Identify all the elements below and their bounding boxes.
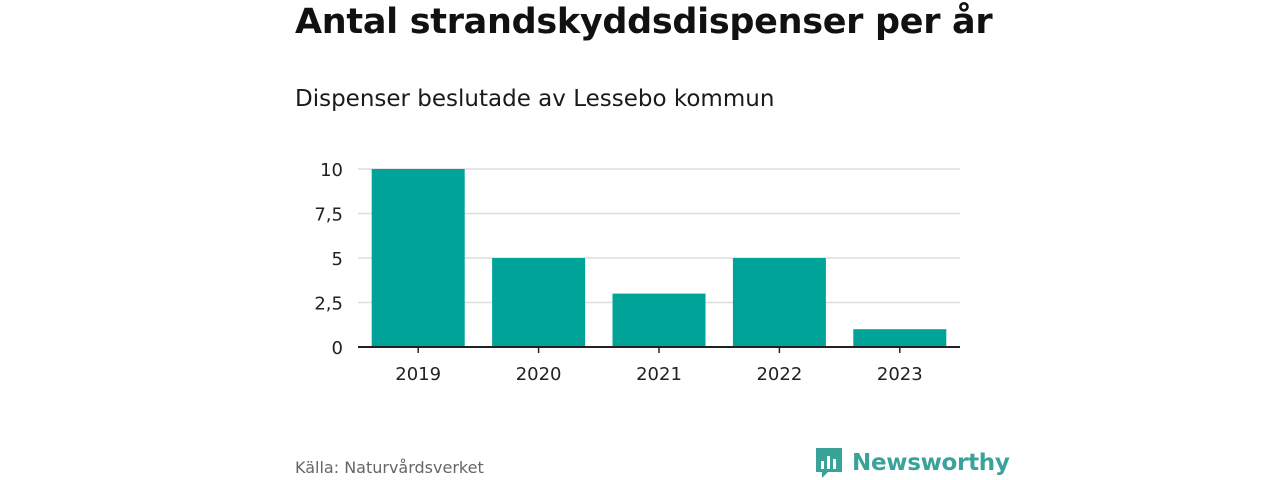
bar: [732, 258, 826, 347]
x-axis-ticks: 2019 2020 2021 2022 2023: [395, 347, 923, 385]
y-tick-label: 7,5: [314, 205, 343, 226]
source-note: Källa: Naturvårdsverket: [295, 458, 484, 477]
x-tick-label: 2019: [395, 364, 441, 385]
y-tick-label: 10: [320, 160, 343, 181]
chart-title: Antal strandskyddsdispenser per år: [295, 2, 993, 42]
x-tick-label: 2023: [877, 364, 923, 385]
x-tick-label: 2020: [516, 364, 562, 385]
x-tick-label: 2021: [636, 364, 682, 385]
x-tick-label: 2022: [756, 364, 802, 385]
bar: [853, 329, 947, 347]
bars: [371, 169, 947, 347]
y-axis-ticks: 0 2,5 5 7,5 10: [314, 160, 343, 359]
y-tick-label: 5: [332, 249, 343, 270]
y-tick-label: 0: [332, 338, 343, 359]
y-tick-label: 2,5: [314, 294, 343, 315]
bar: [492, 258, 586, 347]
chart-subtitle: Dispenser beslutade av Lessebo kommun: [295, 86, 775, 112]
brand-name: Newsworthy: [852, 450, 1010, 476]
bar: [612, 293, 706, 347]
newsworthy-logo-icon: [816, 448, 842, 478]
brand-logo: Newsworthy: [814, 446, 1010, 480]
bar: [371, 169, 465, 347]
